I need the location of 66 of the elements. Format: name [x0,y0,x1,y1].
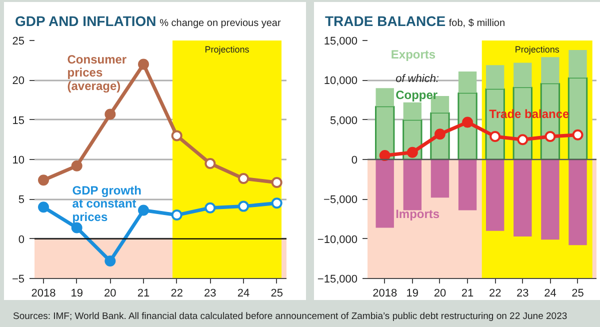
series-label: GDP growth at constant prices [72,183,142,224]
x-tick-label: 23 [204,288,216,300]
x-tick-label: 19 [70,288,83,300]
band-label: Projections [514,44,560,54]
y-tick-label: 0 [351,154,358,166]
x-tick-label: 2018 [372,288,398,300]
chart-subtitle: fob, $ million [448,18,506,29]
point [379,150,390,162]
x-tick-label: 2018 [31,288,56,300]
y-tick-label: 15,000 [324,36,358,48]
band-label: Projections [204,44,250,54]
chart-subtitle: % change on previous year [160,18,281,29]
y-tick-label: −10,000 [317,234,358,246]
x-tick-label: 24 [237,288,250,300]
bar [403,160,422,210]
point [572,129,584,140]
point [71,160,82,172]
y-tick-label: 10,000 [324,75,358,88]
point [517,134,528,146]
x-tick-label: 20 [434,288,446,300]
x-tick-label: 25 [572,288,584,300]
point [104,256,116,267]
y-tick-label: −15,000 [317,274,358,286]
bar [458,160,477,210]
bar [486,160,504,231]
series-label: Consumer prices (average) [67,52,127,93]
point [544,131,556,142]
y-tick-label: 10 [12,154,25,166]
bar [541,160,560,240]
annotation: of which: [396,73,439,86]
y-tick-label: 20 [12,75,25,88]
point [138,58,149,70]
y-tick-label: 5 [18,194,25,206]
y-tick-label: 0 [18,234,25,246]
x-tick-label: 25 [270,288,283,300]
series-label: Copper [396,88,438,102]
text: Exports [390,48,436,62]
bar [568,160,587,246]
point [490,131,501,142]
point [434,128,446,140]
x-tick-label: 19 [406,288,419,300]
y-tick-label: 25 [12,36,25,48]
point [38,202,49,213]
y-tick-label: 5,000 [330,114,358,127]
point [38,174,49,186]
bar [514,160,532,236]
bar [430,160,450,198]
y-tick-label: −5,000 [324,194,358,206]
x-tick-label: 20 [104,288,116,300]
point [462,116,474,128]
chart-title: TRADE BALANCE [325,13,446,29]
chart-title: GDP AND INFLATION [15,13,156,29]
point [138,204,149,216]
x-tick-label: 23 [516,288,529,300]
y-tick-label: −5 [12,274,25,286]
x-tick-label: 22 [170,288,183,300]
x-tick-label: 21 [137,288,150,300]
series-label: Imports [396,207,440,222]
x-tick-label: 22 [488,288,502,300]
source-note: Sources: IMF; World Bank. All financial data calculated before announcement of Zambia’s public debt restructuring on 22 June 2023 [13,311,568,322]
y-tick-label: 15 [12,114,25,127]
x-tick-label: 21 [461,288,474,300]
bar [376,160,394,228]
x-tick-label: 24 [544,288,556,300]
point [104,108,116,120]
point [406,146,418,158]
